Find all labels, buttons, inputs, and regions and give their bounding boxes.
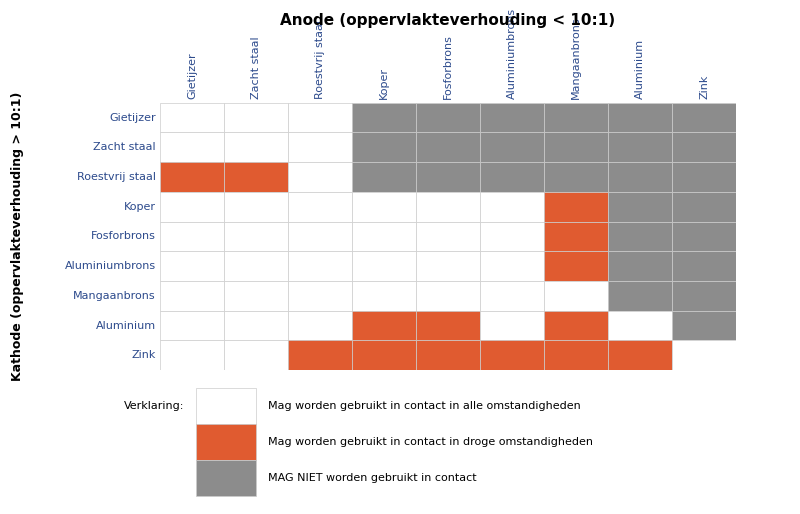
Bar	[672, 103, 736, 133]
Text: Verklaring:: Verklaring:	[124, 401, 184, 411]
Bar	[544, 162, 608, 192]
Bar	[416, 251, 480, 281]
Bar	[608, 192, 672, 222]
Bar	[224, 310, 288, 340]
Bar	[160, 162, 224, 192]
Bar	[608, 103, 672, 133]
Bar	[480, 162, 544, 192]
Bar	[224, 133, 288, 162]
Bar	[608, 133, 672, 162]
Bar	[224, 103, 288, 133]
Bar	[672, 340, 736, 370]
Bar	[352, 103, 416, 133]
Bar	[480, 133, 544, 162]
Bar	[224, 222, 288, 251]
Bar	[544, 281, 608, 310]
Bar	[224, 162, 288, 192]
Bar	[288, 133, 352, 162]
Bar	[672, 133, 736, 162]
Bar	[288, 222, 352, 251]
Bar	[544, 251, 608, 281]
Bar	[288, 310, 352, 340]
Bar	[352, 340, 416, 370]
Bar	[416, 340, 480, 370]
Bar	[672, 192, 736, 222]
Bar	[160, 103, 224, 133]
Bar	[160, 222, 224, 251]
Bar	[608, 251, 672, 281]
Text: Kathode (oppervlakteverhouding > 10:1): Kathode (oppervlakteverhouding > 10:1)	[11, 92, 24, 381]
Text: Mag worden gebruikt in contact in droge omstandigheden: Mag worden gebruikt in contact in droge …	[268, 437, 593, 447]
Bar	[544, 133, 608, 162]
Bar	[544, 192, 608, 222]
Bar	[480, 281, 544, 310]
Text: MAG NIET worden gebruikt in contact: MAG NIET worden gebruikt in contact	[268, 473, 477, 483]
Bar	[416, 192, 480, 222]
Bar	[480, 222, 544, 251]
Text: Mag worden gebruikt in contact in alle omstandigheden: Mag worden gebruikt in contact in alle o…	[268, 401, 581, 411]
Bar	[416, 281, 480, 310]
Bar	[480, 310, 544, 340]
Bar	[672, 281, 736, 310]
Bar	[352, 133, 416, 162]
Bar	[544, 310, 608, 340]
Bar	[544, 222, 608, 251]
Bar	[160, 310, 224, 340]
Bar	[416, 222, 480, 251]
Bar	[672, 251, 736, 281]
Bar	[224, 340, 288, 370]
Bar	[224, 281, 288, 310]
Bar	[672, 310, 736, 340]
Bar	[352, 222, 416, 251]
Bar	[416, 162, 480, 192]
Bar	[288, 340, 352, 370]
Bar	[352, 310, 416, 340]
Bar	[352, 192, 416, 222]
Bar	[160, 133, 224, 162]
Bar	[288, 281, 352, 310]
Bar	[672, 162, 736, 192]
Bar	[352, 162, 416, 192]
Bar	[608, 222, 672, 251]
Bar	[416, 133, 480, 162]
Bar	[480, 103, 544, 133]
Bar	[416, 310, 480, 340]
Bar	[352, 251, 416, 281]
Bar	[608, 310, 672, 340]
Bar	[352, 281, 416, 310]
Bar	[288, 162, 352, 192]
Text: Anode (oppervlakteverhouding < 10:1): Anode (oppervlakteverhouding < 10:1)	[281, 13, 615, 28]
Bar	[288, 192, 352, 222]
Bar	[608, 340, 672, 370]
Bar	[544, 103, 608, 133]
Bar	[160, 251, 224, 281]
Bar	[544, 340, 608, 370]
Bar	[608, 281, 672, 310]
Bar	[288, 103, 352, 133]
Bar	[416, 103, 480, 133]
Bar	[160, 340, 224, 370]
Bar	[224, 251, 288, 281]
Bar	[288, 251, 352, 281]
Bar	[224, 192, 288, 222]
Bar	[480, 192, 544, 222]
Bar	[160, 281, 224, 310]
Bar	[480, 340, 544, 370]
Bar	[480, 251, 544, 281]
Bar	[608, 162, 672, 192]
Bar	[160, 192, 224, 222]
Bar	[672, 222, 736, 251]
